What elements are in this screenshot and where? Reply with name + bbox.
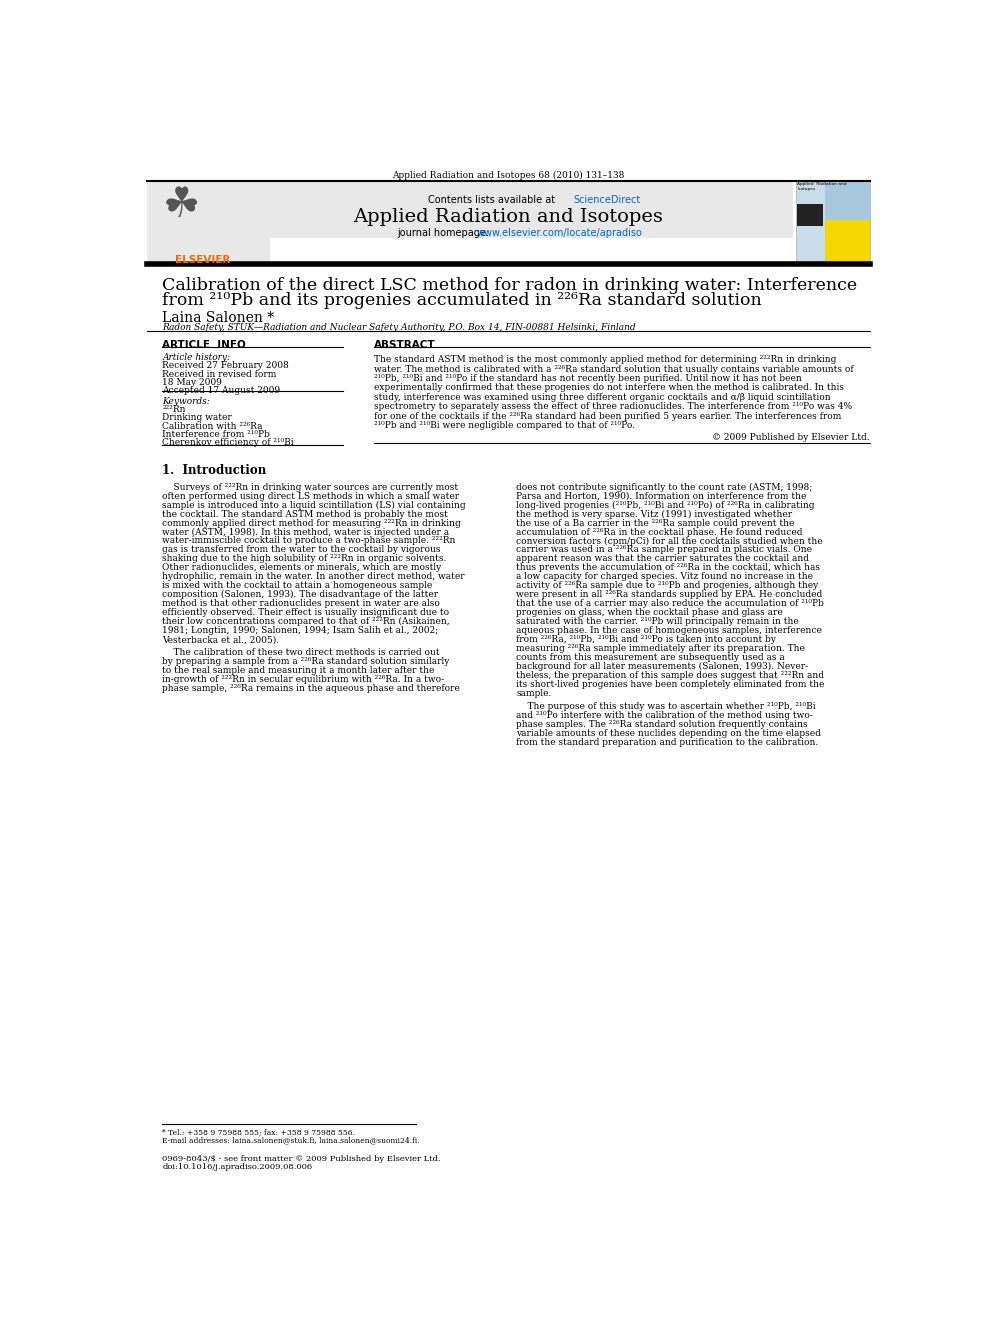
Bar bbox=[825, 183, 870, 220]
Text: commonly applied direct method for measuring ²²²Rn in drinking: commonly applied direct method for measu… bbox=[163, 519, 461, 528]
Text: Drinking water: Drinking water bbox=[163, 413, 232, 422]
Bar bbox=[825, 220, 870, 263]
Text: experimentally confirmed that these progenies do not interfere when the method i: experimentally confirmed that these prog… bbox=[374, 384, 844, 393]
Text: Parsa and Horton, 1990). Information on interference from the: Parsa and Horton, 1990). Information on … bbox=[516, 492, 806, 500]
Text: apparent reason was that the carrier saturates the cocktail and: apparent reason was that the carrier sat… bbox=[516, 554, 809, 564]
Text: ELSEVIER: ELSEVIER bbox=[176, 254, 231, 265]
Text: Applied Radiation and Isotopes 68 (2010) 131–138: Applied Radiation and Isotopes 68 (2010)… bbox=[392, 171, 625, 180]
Text: Other radionuclides, elements or minerals, which are mostly: Other radionuclides, elements or mineral… bbox=[163, 564, 441, 573]
Text: Accepted 17 August 2009: Accepted 17 August 2009 bbox=[163, 386, 281, 396]
Text: the cocktail. The standard ASTM method is probably the most: the cocktail. The standard ASTM method i… bbox=[163, 509, 448, 519]
Bar bbox=[147, 183, 270, 263]
Text: long-lived progenies (²¹⁰Pb, ²¹⁰Bi and ²¹⁰Po) of ²²⁶Ra in calibrating: long-lived progenies (²¹⁰Pb, ²¹⁰Bi and ²… bbox=[516, 500, 814, 509]
Text: sample is introduced into a liquid scintillation (LS) vial containing: sample is introduced into a liquid scint… bbox=[163, 500, 466, 509]
Text: from the standard preparation and purification to the calibration.: from the standard preparation and purifi… bbox=[516, 738, 818, 746]
Text: measuring ²²⁶Ra sample immediately after its preparation. The: measuring ²²⁶Ra sample immediately after… bbox=[516, 644, 805, 654]
Text: saturated with the carrier. ²¹⁰Pb will principally remain in the: saturated with the carrier. ²¹⁰Pb will p… bbox=[516, 618, 799, 626]
Text: ScienceDirect: ScienceDirect bbox=[573, 196, 641, 205]
Text: for one of the cocktails if the ²²⁶Ra standard had been purified 5 years earlier: for one of the cocktails if the ²²⁶Ra st… bbox=[374, 411, 841, 421]
Text: shaking due to the high solubility of ²²²Rn in organic solvents.: shaking due to the high solubility of ²²… bbox=[163, 554, 446, 564]
Text: the use of a Ba carrier in the ²²⁶Ra sample could prevent the: the use of a Ba carrier in the ²²⁶Ra sam… bbox=[516, 519, 795, 528]
Text: water-immiscible cocktail to produce a two-phase sample. ²²²Rn: water-immiscible cocktail to produce a t… bbox=[163, 537, 455, 545]
Text: ABSTRACT: ABSTRACT bbox=[374, 340, 435, 351]
Text: sample.: sample. bbox=[516, 689, 552, 699]
Bar bbox=[796, 183, 870, 263]
Text: efficiently observed. Their effect is usually insignificant due to: efficiently observed. Their effect is us… bbox=[163, 609, 449, 618]
Text: Isotopes: Isotopes bbox=[798, 188, 815, 192]
Bar bbox=[798, 204, 822, 226]
Text: Received in revised form: Received in revised form bbox=[163, 369, 277, 378]
Text: Interference from ²¹⁰Pb: Interference from ²¹⁰Pb bbox=[163, 430, 270, 439]
Text: The standard ASTM method is the most commonly applied method for determining ²²²: The standard ASTM method is the most com… bbox=[374, 356, 836, 364]
Text: gas is transferred from the water to the cocktail by vigorous: gas is transferred from the water to the… bbox=[163, 545, 440, 554]
Text: a low capacity for charged species. Vitz found no increase in the: a low capacity for charged species. Vitz… bbox=[516, 573, 813, 581]
Text: ☘: ☘ bbox=[163, 184, 200, 226]
Text: progenies on glass, when the cocktail phase and glass are: progenies on glass, when the cocktail ph… bbox=[516, 609, 783, 618]
Text: carrier was used in a ²²⁶Ra sample prepared in plastic vials. One: carrier was used in a ²²⁶Ra sample prepa… bbox=[516, 545, 812, 554]
Text: 0969-8043/$ - see front matter © 2009 Published by Elsevier Ltd.: 0969-8043/$ - see front matter © 2009 Pu… bbox=[163, 1155, 441, 1163]
Text: study, interference was examined using three different organic cocktails and α/β: study, interference was examined using t… bbox=[374, 393, 830, 402]
Text: Radon Safety, STUK—Radiation and Nuclear Safety Authority, P.O. Box 14, FIN-0088: Radon Safety, STUK—Radiation and Nuclear… bbox=[163, 323, 636, 332]
Text: from ²¹⁰Pb and its progenies accumulated in ²²⁶Ra standard solution: from ²¹⁰Pb and its progenies accumulated… bbox=[163, 292, 762, 310]
Text: counts from this measurement are subsequently used as a: counts from this measurement are subsequ… bbox=[516, 654, 785, 662]
Text: The calibration of these two direct methods is carried out: The calibration of these two direct meth… bbox=[163, 648, 440, 658]
Text: ²²²Rn: ²²²Rn bbox=[163, 405, 186, 414]
Text: Calibration with ²²⁶Ra: Calibration with ²²⁶Ra bbox=[163, 422, 263, 430]
Text: phase samples. The ²²⁶Ra standard solution frequently contains: phase samples. The ²²⁶Ra standard soluti… bbox=[516, 720, 807, 729]
Text: aqueous phase. In the case of homogeneous samples, interference: aqueous phase. In the case of homogeneou… bbox=[516, 626, 822, 635]
Text: its short-lived progenies have been completely eliminated from the: its short-lived progenies have been comp… bbox=[516, 680, 824, 689]
Text: Applied  Radiation and: Applied Radiation and bbox=[798, 183, 847, 187]
Text: The purpose of this study was to ascertain whether ²¹⁰Pb, ²¹⁰Bi: The purpose of this study was to ascerta… bbox=[516, 703, 815, 710]
Bar bbox=[147, 183, 793, 238]
Text: Received 27 February 2008: Received 27 February 2008 bbox=[163, 361, 290, 370]
Text: were present in all ²²⁶Ra standards supplied by EPA. He concluded: were present in all ²²⁶Ra standards supp… bbox=[516, 590, 822, 599]
Text: theless, the preparation of this sample does suggest that ²²²Rn and: theless, the preparation of this sample … bbox=[516, 671, 824, 680]
Text: conversion factors (cpm/pCi) for all the cocktails studied when the: conversion factors (cpm/pCi) for all the… bbox=[516, 537, 822, 545]
Text: ARTICLE  INFO: ARTICLE INFO bbox=[163, 340, 246, 351]
Text: in-growth of ²²²Rn in secular equilibrium with ²²⁶Ra. In a two-: in-growth of ²²²Rn in secular equilibriu… bbox=[163, 675, 444, 684]
Text: variable amounts of these nuclides depending on the time elapsed: variable amounts of these nuclides depen… bbox=[516, 729, 821, 738]
Text: their low concentrations compared to that of ²²²Rn (Asikainen,: their low concentrations compared to tha… bbox=[163, 618, 450, 626]
Text: journal homepage:: journal homepage: bbox=[397, 228, 492, 238]
Text: 1981; Longtin, 1990; Salonen, 1994; Isam Salih et al., 2002;: 1981; Longtin, 1990; Salonen, 1994; Isam… bbox=[163, 626, 438, 635]
Text: phase sample, ²²⁶Ra remains in the aqueous phase and therefore: phase sample, ²²⁶Ra remains in the aqueo… bbox=[163, 684, 460, 693]
Text: Laina Salonen *: Laina Salonen * bbox=[163, 311, 275, 324]
Text: the method is very sparse. Vitz (1991) investigated whether: the method is very sparse. Vitz (1991) i… bbox=[516, 509, 793, 519]
Text: hydrophilic, remain in the water. In another direct method, water: hydrophilic, remain in the water. In ano… bbox=[163, 573, 465, 581]
Text: doi:10.1016/j.apradiso.2009.08.006: doi:10.1016/j.apradiso.2009.08.006 bbox=[163, 1163, 312, 1171]
Text: water (ASTM, 1998). In this method, water is injected under a: water (ASTM, 1998). In this method, wate… bbox=[163, 528, 449, 537]
Text: accumulation of ²²⁶Ra in the cocktail phase. He found reduced: accumulation of ²²⁶Ra in the cocktail ph… bbox=[516, 528, 803, 537]
Text: spectrometry to separately assess the effect of three radionuclides. The interfe: spectrometry to separately assess the ef… bbox=[374, 402, 852, 411]
Text: background for all later measurements (Salonen, 1993). Never-: background for all later measurements (S… bbox=[516, 662, 808, 671]
Text: www.elsevier.com/locate/apradiso: www.elsevier.com/locate/apradiso bbox=[476, 228, 642, 238]
Text: and ²¹⁰Po interfere with the calibration of the method using two-: and ²¹⁰Po interfere with the calibration… bbox=[516, 710, 813, 720]
Text: Vesterbacka et al., 2005).: Vesterbacka et al., 2005). bbox=[163, 635, 280, 644]
Text: often performed using direct LS methods in which a small water: often performed using direct LS methods … bbox=[163, 492, 459, 500]
Text: Article history:: Article history: bbox=[163, 353, 230, 363]
Text: ²¹⁰Pb and ²¹⁰Bi were negligible compared to that of ²¹⁰Po.: ²¹⁰Pb and ²¹⁰Bi were negligible compared… bbox=[374, 421, 635, 430]
Text: to the real sample and measuring it a month later after the: to the real sample and measuring it a mo… bbox=[163, 665, 434, 675]
Text: Contents lists available at: Contents lists available at bbox=[428, 196, 558, 205]
Text: Applied Radiation and Isotopes: Applied Radiation and Isotopes bbox=[353, 208, 664, 226]
Text: is mixed with the cocktail to attain a homogeneous sample: is mixed with the cocktail to attain a h… bbox=[163, 581, 433, 590]
Text: Surveys of ²²²Rn in drinking water sources are currently most: Surveys of ²²²Rn in drinking water sourc… bbox=[163, 483, 458, 492]
Text: activity of ²²⁶Ra sample due to ²¹⁰Pb and progenies, although they: activity of ²²⁶Ra sample due to ²¹⁰Pb an… bbox=[516, 581, 818, 590]
Text: Cherenkov efficiency of ²¹⁰Bi: Cherenkov efficiency of ²¹⁰Bi bbox=[163, 438, 294, 447]
Text: thus prevents the accumulation of ²²⁶Ra in the cocktail, which has: thus prevents the accumulation of ²²⁶Ra … bbox=[516, 564, 820, 573]
Text: method is that other radionuclides present in water are also: method is that other radionuclides prese… bbox=[163, 599, 440, 609]
Text: by preparing a sample from a ²²⁶Ra standard solution similarly: by preparing a sample from a ²²⁶Ra stand… bbox=[163, 658, 449, 665]
Text: water. The method is calibrated with a ²²⁶Ra standard solution that usually cont: water. The method is calibrated with a ²… bbox=[374, 365, 853, 373]
Text: composition (Salonen, 1993). The disadvantage of the latter: composition (Salonen, 1993). The disadva… bbox=[163, 590, 438, 599]
Text: E-mail addresses: laina.salonen@stuk.fi, laina.salonen@suomi24.fi.: E-mail addresses: laina.salonen@stuk.fi,… bbox=[163, 1136, 420, 1144]
Text: 18 May 2009: 18 May 2009 bbox=[163, 378, 222, 386]
Text: does not contribute significantly to the count rate (ASTM, 1998;: does not contribute significantly to the… bbox=[516, 483, 812, 492]
Text: © 2009 Published by Elsevier Ltd.: © 2009 Published by Elsevier Ltd. bbox=[712, 434, 870, 442]
Text: that the use of a carrier may also reduce the accumulation of ²¹⁰Pb: that the use of a carrier may also reduc… bbox=[516, 599, 824, 609]
Text: * Tel.: +358 9 75988 555; fax: +358 9 75988 556.: * Tel.: +358 9 75988 555; fax: +358 9 75… bbox=[163, 1129, 355, 1136]
Text: ²¹⁰Pb, ²¹⁰Bi and ²¹⁰Po if the standard has not recently been purified. Until now: ²¹⁰Pb, ²¹⁰Bi and ²¹⁰Po if the standard h… bbox=[374, 374, 802, 384]
Text: from ²²⁶Ra, ²¹⁰Pb, ²¹⁰Bi and ²¹⁰Po is taken into account by: from ²²⁶Ra, ²¹⁰Pb, ²¹⁰Bi and ²¹⁰Po is ta… bbox=[516, 635, 776, 644]
Text: Calibration of the direct LSC method for radon in drinking water: Interference: Calibration of the direct LSC method for… bbox=[163, 277, 857, 294]
Text: Keywords:: Keywords: bbox=[163, 397, 210, 406]
Text: 1.  Introduction: 1. Introduction bbox=[163, 464, 267, 478]
